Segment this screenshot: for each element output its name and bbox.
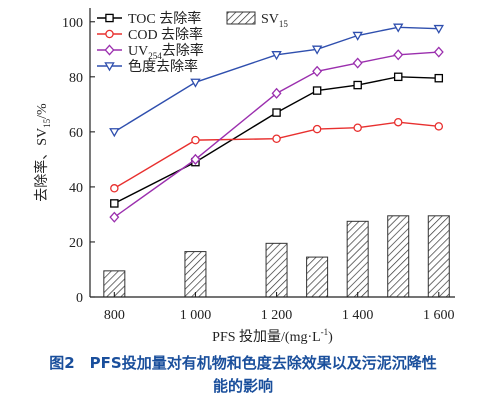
series-0-point-2 bbox=[272, 108, 281, 117]
sv15-bar-5 bbox=[387, 215, 410, 298]
x-tick-label-3: 1 400 bbox=[342, 308, 374, 323]
y-tick-label-3: 60 bbox=[69, 126, 83, 141]
y-axis-title: 去除率、SV15/% bbox=[33, 103, 52, 202]
legend-label-sv15: SV15 bbox=[261, 12, 288, 29]
sv15-bar-2 bbox=[265, 242, 288, 298]
legend-label-3: 色度去除率 bbox=[128, 58, 198, 75]
series-2-point-5 bbox=[393, 49, 404, 61]
series-3-point-2 bbox=[271, 51, 282, 61]
series-2-point-1 bbox=[190, 153, 201, 165]
legend-marker-3 bbox=[104, 62, 115, 72]
y-tick-label-0: 0 bbox=[76, 291, 83, 306]
chart: 0 20 40 60 80 100 800 1 000 1 200 1 400 1 600 TOC … bbox=[33, 8, 455, 345]
series-1-point-2 bbox=[272, 134, 281, 143]
x-tick-label-2: 1 200 bbox=[261, 308, 293, 323]
sv15-bar-4 bbox=[346, 220, 369, 298]
figure-caption: 图2 PFS投加量对有机物和色度去除效果以及污泥沉降性 能的影响 bbox=[0, 352, 486, 398]
figure-caption-line-2: 能的影响 bbox=[212, 377, 273, 395]
x-tick-label-0: 800 bbox=[104, 308, 125, 323]
figure-caption-line-1: 图2 PFS投加量对有机物和色度去除效果以及污泥沉降性 bbox=[49, 354, 437, 372]
series-1-point-5 bbox=[393, 117, 403, 127]
legend-label-0: TOC 去除率 bbox=[128, 10, 201, 27]
series-1-point-3 bbox=[312, 124, 322, 134]
x-tick-label-1: 1 000 bbox=[180, 308, 212, 323]
sv15-bars bbox=[103, 215, 450, 298]
legend-marker-1 bbox=[105, 29, 114, 39]
axis-labels: PFS 投加量/(mg·L-1) 去除率、SV15/% bbox=[33, 103, 333, 345]
series-1-point-1 bbox=[191, 135, 200, 145]
series-3-point-3 bbox=[311, 45, 323, 55]
axes: 0 20 40 60 80 100 800 1 000 1 200 1 400 1 600 bbox=[62, 8, 455, 323]
legend-label-1: COD 去除率 bbox=[128, 26, 203, 43]
series-3-point-1 bbox=[190, 78, 201, 88]
sv15-bar-1 bbox=[184, 251, 207, 298]
series-0-point-6 bbox=[434, 73, 444, 83]
y-tick-label-1: 20 bbox=[69, 236, 83, 251]
legend-swatch-sv15 bbox=[226, 11, 256, 25]
series-2-point-0 bbox=[109, 211, 120, 223]
y-tick-label-2: 40 bbox=[69, 181, 83, 196]
series-0-point-0 bbox=[110, 199, 119, 208]
series-0-point-3 bbox=[312, 86, 322, 95]
series-0-point-5 bbox=[393, 72, 403, 82]
series-1-point-4 bbox=[353, 123, 362, 132]
removal-rate-lines bbox=[109, 23, 444, 223]
legend-label-2: UV254去除率 bbox=[128, 42, 204, 61]
sv15-bar-6 bbox=[427, 215, 450, 298]
series-0-point-4 bbox=[353, 80, 362, 90]
series-2-point-4 bbox=[352, 57, 363, 69]
series-2-point-6 bbox=[433, 46, 444, 58]
series-3-point-6 bbox=[433, 24, 444, 35]
y-tick-label-5: 100 bbox=[62, 16, 83, 31]
series-2-point-2 bbox=[271, 87, 282, 99]
y-tick-label-4: 80 bbox=[69, 71, 83, 86]
series-1-point-6 bbox=[434, 122, 444, 131]
series-2-point-3 bbox=[312, 65, 323, 77]
series-3-point-4 bbox=[352, 31, 363, 41]
sv15-bar-3 bbox=[306, 256, 329, 298]
x-tick-label-4: 1 600 bbox=[423, 308, 455, 323]
series-1-point-0 bbox=[110, 184, 119, 193]
series-3-point-5 bbox=[393, 23, 404, 33]
x-axis-title: PFS 投加量/(mg·L-1) bbox=[212, 327, 333, 345]
series-3-point-0 bbox=[109, 128, 120, 138]
legend-marker-2 bbox=[104, 44, 115, 56]
legend-marker-0 bbox=[105, 13, 114, 23]
